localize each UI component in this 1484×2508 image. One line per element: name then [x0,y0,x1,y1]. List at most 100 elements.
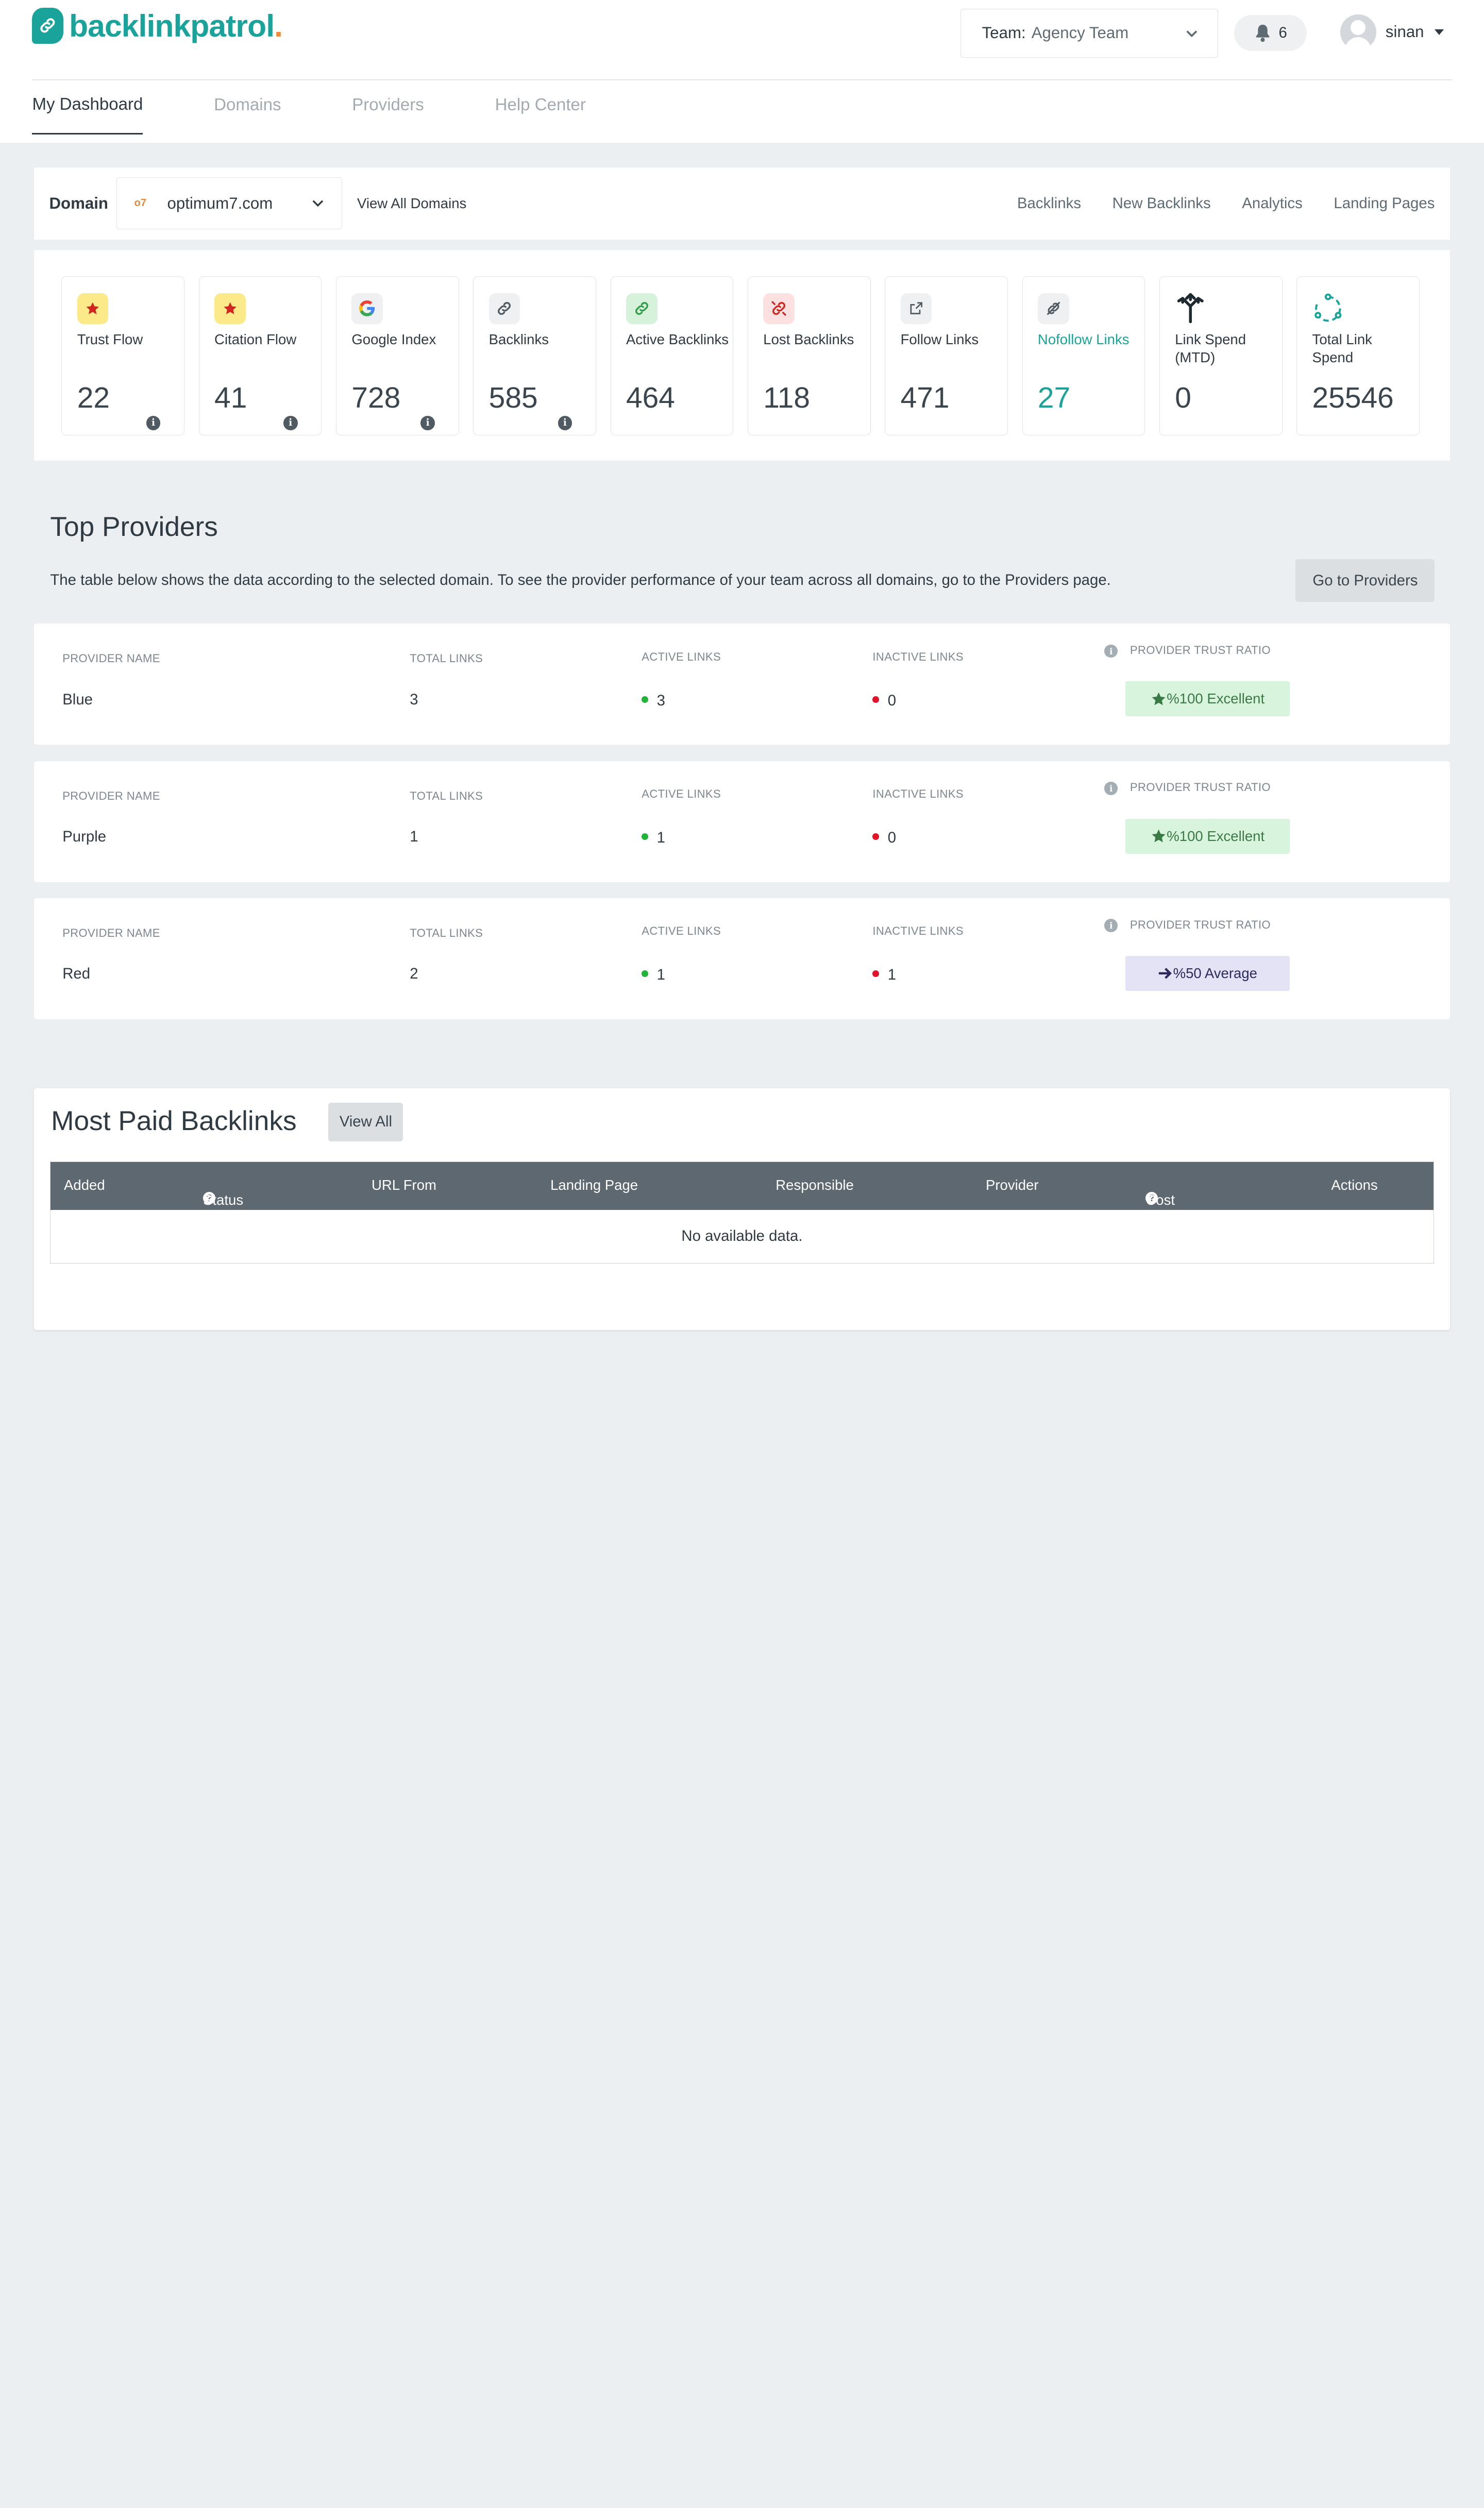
total-links-value: 1 [410,828,418,846]
red-dot-icon [872,833,880,840]
circle-nodes-icon [1312,293,1344,325]
col-url-from[interactable]: URL From [371,1177,436,1193]
inactive-links-header: INACTIVE LINKS [872,924,964,938]
provider-row[interactable]: PROVIDER NAME TOTAL LINKS ACTIVE LINKS I… [34,898,1450,1020]
metric-value: 585 [488,381,538,415]
provider-name-header: PROVIDER NAME [62,652,160,665]
trust-ratio-header: PROVIDER TRUST RATIO [1130,781,1271,794]
info-icon[interactable]: i [558,416,572,430]
view-all-domains-link[interactable]: View All Domains [357,195,467,211]
domain-select[interactable]: o7 optimum7.com [116,177,342,230]
metric-value: 22 [77,381,110,415]
metric-follow-links[interactable]: Follow Links 471 [885,276,1008,435]
provider-row[interactable]: PROVIDER NAME TOTAL LINKS ACTIVE LINKS I… [34,624,1450,745]
metric-value: 41 [214,381,247,415]
external-link-icon [900,293,932,325]
col-provider[interactable]: Provider [985,1177,1039,1193]
provider-name[interactable]: Red [62,965,91,983]
active-links-header: ACTIVE LINKS [642,924,721,938]
arrows-split-icon [1175,293,1206,325]
nav-my-dashboard[interactable]: My Dashboard [32,80,143,134]
provider-name[interactable]: Blue [62,691,93,708]
total-links-header: TOTAL LINKS [410,789,483,802]
nav-providers[interactable]: Providers [352,95,424,114]
backlinks-table: Added ? Status URL From Landing Page Resp… [50,1161,1434,1264]
metric-trust-flow[interactable]: Trust Flow 22 i [61,276,185,435]
metric-value: 464 [626,381,675,415]
metric-value: 25546 [1312,381,1394,415]
question-icon: ? [203,1192,215,1205]
nav-domains[interactable]: Domains [214,95,281,114]
metric-value: 27 [1037,381,1071,415]
main-nav: My Dashboard Domains Providers Help Cent… [32,80,656,134]
metric-label: Active Backlinks [626,331,729,347]
trust-ratio-badge: %50 Average [1125,956,1290,991]
col-responsible[interactable]: Responsible [775,1177,854,1193]
metric-backlinks[interactable]: Backlinks 585 i [473,276,597,435]
user-menu[interactable]: sinan [1340,14,1445,51]
arrow-right-icon [1159,968,1172,979]
metric-citation-flow[interactable]: Citation Flow 41 i [198,276,322,435]
header-divider [32,79,1452,81]
domain-selected: optimum7.com [167,194,273,212]
most-paid-backlinks-panel: Most Paid Backlinks View All Added ? Stat… [34,1088,1450,1330]
metric-link-spend-mtd[interactable]: Link Spend (MTD) 0 [1159,276,1283,435]
nav-help-center[interactable]: Help Center [495,95,586,114]
top-header: backlinkpatrol. Team: Agency Team 6 sina… [0,0,1484,143]
info-icon[interactable]: i [146,416,161,430]
metric-nofollow-links[interactable]: Nofollow Links 27 [1022,276,1145,435]
domain-bar: Domain o7 optimum7.com View All Domains … [34,167,1450,240]
info-icon[interactable]: i [283,416,298,430]
active-links-value: 1 [642,966,665,984]
brand-name: backlinkpatrol [69,8,275,43]
active-links-header: ACTIVE LINKS [642,650,721,663]
link-landing-pages[interactable]: Landing Pages [1334,194,1435,212]
question-icon: ? [1145,1192,1158,1205]
metric-label: Citation Flow [214,331,297,347]
metric-value: 471 [900,381,950,415]
metric-label: Follow Links [900,331,979,347]
view-all-button[interactable]: View All [328,1102,403,1142]
metric-total-link-spend[interactable]: Total Link Spend 25546 [1296,276,1420,435]
provider-name-header: PROVIDER NAME [62,927,160,940]
top-providers-title: Top Providers [50,511,218,542]
green-dot-icon [642,970,649,978]
top-providers-description: The table below shows the data according… [50,571,1111,589]
col-added[interactable]: Added [64,1177,105,1193]
notifications-button[interactable]: 6 [1234,15,1307,52]
metric-lost-backlinks[interactable]: Lost Backlinks 118 [747,276,871,435]
go-to-providers-button[interactable]: Go to Providers [1295,559,1435,602]
metric-active-backlinks[interactable]: Active Backlinks 464 [610,276,734,435]
avatar [1340,14,1376,51]
metric-google-index[interactable]: Google Index 728 i [335,276,459,435]
col-actions: Actions [1331,1177,1378,1193]
col-landing-page[interactable]: Landing Page [550,1177,638,1193]
metric-label: Nofollow Links [1037,331,1129,347]
green-dot-icon [642,833,649,840]
info-icon[interactable]: i [1104,644,1118,658]
link-analytics[interactable]: Analytics [1242,194,1303,212]
domain-links: Backlinks New Backlinks Analytics Landin… [1017,167,1435,240]
info-icon[interactable]: i [1104,919,1118,933]
link-logo-icon [32,7,64,44]
brand-logo[interactable]: backlinkpatrol. [32,7,283,44]
team-select[interactable]: Team: Agency Team [960,8,1218,58]
brand-dot: . [274,8,283,43]
link-icon [626,293,657,325]
active-links-header: ACTIVE LINKS [642,787,721,801]
metrics-panel: Trust Flow 22 i Citation Flow 41 i Googl… [34,249,1450,461]
link-new-backlinks[interactable]: New Backlinks [1112,194,1211,212]
provider-name[interactable]: Purple [62,828,107,846]
total-links-value: 2 [410,965,418,983]
info-icon[interactable]: i [420,416,435,430]
info-icon[interactable]: i [1104,782,1118,795]
total-links-header: TOTAL LINKS [410,927,483,940]
red-dot-icon [872,970,880,978]
provider-row[interactable]: PROVIDER NAME TOTAL LINKS ACTIVE LINKS I… [34,761,1450,882]
link-backlinks[interactable]: Backlinks [1017,194,1082,212]
nofollow-link-icon [1037,293,1069,325]
inactive-links-value: 1 [872,966,896,984]
metric-label: Link Spend (MTD) [1175,331,1246,365]
metric-label: Backlinks [488,331,549,347]
total-links-header: TOTAL LINKS [410,652,483,665]
